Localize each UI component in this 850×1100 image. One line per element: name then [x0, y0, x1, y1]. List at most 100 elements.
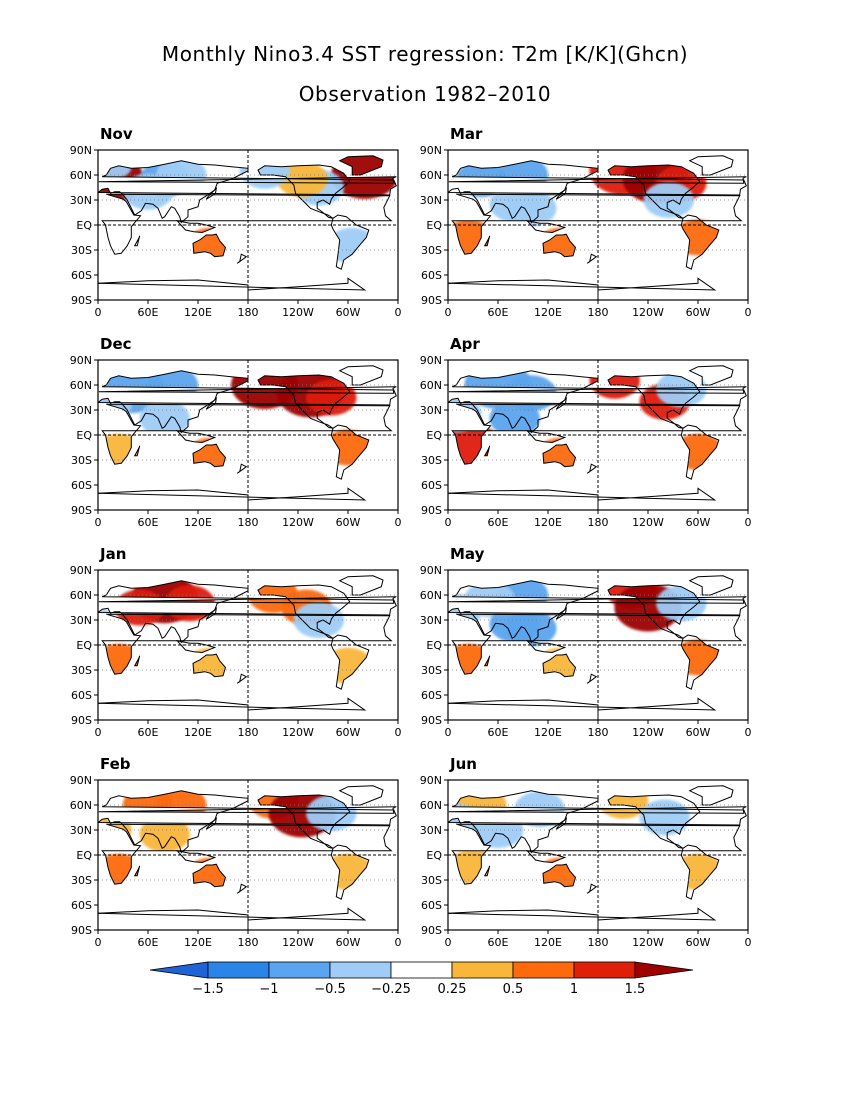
- coast-antarctica: [448, 909, 599, 930]
- lon-tick-label: 60E: [138, 306, 159, 319]
- coast-namerica: [607, 374, 701, 429]
- coastlines: [448, 785, 747, 930]
- lat-tick-label: 90S: [421, 714, 442, 727]
- coast-australia: [542, 443, 577, 468]
- coast-uk: [98, 806, 397, 814]
- lon-tick-label: 180: [588, 516, 609, 529]
- coast-greenland: [688, 365, 734, 386]
- coast-antarctica_w: [448, 697, 717, 720]
- colorbar-segment: [390, 961, 453, 979]
- coast-africa: [451, 613, 743, 675]
- coast-africa: [101, 193, 393, 255]
- panel-month-label: Dec: [100, 335, 132, 353]
- lon-tick-label: 0: [445, 936, 452, 949]
- lat-tick-label: 90S: [71, 714, 92, 727]
- lon-tick-label: 120W: [632, 516, 664, 529]
- coast-indonesia: [525, 430, 567, 444]
- colorbar-segment: [268, 961, 331, 979]
- lon-tick-label: 180: [588, 306, 609, 319]
- lon-tick-label: 60E: [138, 936, 159, 949]
- lon-tick-label: 180: [588, 726, 609, 739]
- coast-nz: [236, 463, 248, 474]
- lat-tick-label: 60S: [71, 479, 92, 492]
- coast-africa: [101, 613, 393, 675]
- coast-greenland: [338, 365, 384, 386]
- coast-africa: [101, 823, 393, 885]
- lon-tick-label: 0: [95, 516, 102, 529]
- lon-tick-label: 60E: [138, 516, 159, 529]
- lon-tick-label: 60E: [138, 726, 159, 739]
- gridlines: [98, 360, 398, 510]
- coastlines: [98, 575, 397, 720]
- coast-greenland: [688, 575, 734, 596]
- lon-tick-label: 120W: [282, 726, 314, 739]
- lon-tick-label: 120E: [534, 516, 562, 529]
- lat-tick-label: EQ: [426, 639, 442, 652]
- lon-tick-label: 60W: [686, 306, 711, 319]
- coast-antarctica_w: [98, 487, 367, 510]
- lat-tick-label: 90N: [70, 354, 92, 367]
- lat-tick-label: 90S: [421, 924, 442, 937]
- lat-tick-label: 30S: [71, 874, 92, 887]
- coast-australia: [542, 233, 577, 258]
- panel-month-label: Jan: [100, 545, 127, 563]
- lat-tick-label: 30S: [421, 454, 442, 467]
- coast-japan: [555, 816, 568, 830]
- colorbar-segment: [329, 961, 392, 979]
- panel-month-label: Apr: [450, 335, 480, 353]
- lon-tick-label: 0: [395, 726, 402, 739]
- lon-tick-label: 0: [745, 306, 752, 319]
- gridlines: [448, 570, 748, 720]
- gridlines: [448, 780, 748, 930]
- coast-greenland: [338, 575, 384, 596]
- colorbar-segment: [512, 961, 575, 979]
- colorbar-segment: [573, 961, 636, 979]
- colorbar-label: 1.5: [625, 982, 646, 997]
- lat-tick-label: 90N: [70, 564, 92, 577]
- lat-tick-label: EQ: [76, 429, 92, 442]
- lon-tick-label: 60W: [336, 516, 361, 529]
- coastlines: [448, 365, 747, 510]
- gridlines: [98, 150, 398, 300]
- lat-tick-label: 90N: [70, 144, 92, 157]
- colorbar-label: 0.5: [503, 982, 524, 997]
- lat-tick-label: 30N: [420, 824, 442, 837]
- anomaly-layer: [448, 365, 724, 474]
- lat-tick-label: 30N: [70, 404, 92, 417]
- coast-antarctica: [98, 909, 249, 930]
- lon-tick-label: 0: [395, 936, 402, 949]
- lon-tick-label: 120W: [282, 306, 314, 319]
- coast-namerica: [607, 164, 701, 219]
- lat-tick-label: 60S: [71, 689, 92, 702]
- lon-tick-label: 0: [445, 516, 452, 529]
- lon-tick-label: 0: [445, 306, 452, 319]
- coast-antarctica: [98, 489, 249, 510]
- anomaly-patch: [514, 791, 565, 828]
- coast-indonesia: [525, 850, 567, 864]
- lat-tick-label: 30S: [71, 454, 92, 467]
- coast-australia: [542, 863, 577, 888]
- lat-tick-label: 60N: [420, 169, 442, 182]
- panel-month-label: Nov: [100, 125, 133, 143]
- gridlines: [98, 570, 398, 720]
- coast-japan: [555, 606, 568, 620]
- coast-antarctica_w: [448, 907, 717, 930]
- coast-antarctica: [98, 699, 249, 720]
- coast-japan: [555, 186, 568, 200]
- coast-antarctica: [448, 279, 599, 300]
- anomaly-patch: [139, 400, 190, 437]
- coast-nz: [586, 463, 598, 474]
- lon-tick-label: 60E: [488, 726, 509, 739]
- lat-tick-label: 30N: [70, 824, 92, 837]
- lon-tick-label: 60E: [488, 516, 509, 529]
- panel-month-label: Feb: [100, 755, 131, 773]
- coast-australia: [192, 653, 227, 678]
- colorbar: −1.5 −1 −0.5 −0.25 0.25 0.5 1 1.5: [150, 961, 694, 997]
- coast-greenland: [338, 785, 384, 806]
